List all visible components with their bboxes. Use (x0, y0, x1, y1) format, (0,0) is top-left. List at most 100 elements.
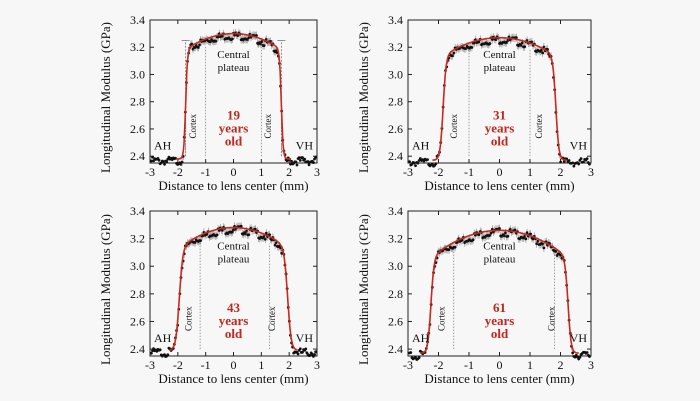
y-tick-label: 2.6 (388, 314, 403, 328)
data-point (529, 232, 533, 236)
data-point (197, 46, 200, 49)
vh-label: VH (296, 331, 314, 345)
y-tick-label: 3.0 (130, 67, 145, 81)
data-point (542, 45, 546, 49)
data-point (231, 37, 234, 41)
x-tick-label: 0 (231, 165, 237, 179)
fit-curve (432, 36, 567, 161)
x-tick-label: 3 (588, 165, 594, 179)
x-tick-label: 1 (258, 165, 264, 179)
data-point (489, 231, 493, 235)
data-point (416, 161, 420, 165)
data-point (259, 42, 263, 46)
data-point (523, 235, 527, 238)
data-point (426, 158, 429, 162)
x-tick-label: 3 (314, 165, 320, 179)
y-tick-label: 2.8 (130, 287, 145, 301)
x-axis-label: Distance to lens center (mm) (424, 371, 574, 386)
data-point (508, 227, 512, 231)
data-point (576, 355, 579, 359)
cortex-label-left: Cortex (188, 113, 198, 138)
fit-curve (420, 229, 579, 354)
age-label: 31 (493, 107, 506, 122)
data-point (280, 251, 284, 255)
data-point (215, 233, 219, 237)
data-point (273, 243, 277, 247)
data-point (504, 231, 507, 235)
data-point (152, 159, 155, 163)
data-point (198, 43, 201, 47)
data-point (513, 228, 517, 232)
data-point (412, 161, 416, 165)
x-tick-label: 3 (314, 358, 320, 372)
data-point (244, 232, 247, 236)
chart-panel-1: -3 -2 -1 0 1 2 3 2.4 2.6 2.8 3.0 3.2 3.4 Distance to … (98, 13, 320, 193)
data-point (306, 160, 310, 163)
data-point (157, 158, 161, 162)
y-tick-label: 2.8 (130, 95, 145, 109)
y-tick-label: 2.4 (388, 342, 403, 356)
age-label: old (491, 133, 509, 148)
data-point (149, 159, 153, 163)
plateau-label: Central (217, 49, 249, 61)
x-tick-label: 0 (497, 165, 503, 179)
data-point (542, 246, 546, 250)
y-tick-label: 3.0 (130, 259, 145, 273)
ah-label: AH (412, 138, 430, 152)
plateau-label: plateau (218, 62, 250, 74)
data-point (298, 158, 302, 162)
data-point (308, 353, 312, 357)
data-point (571, 351, 575, 355)
data-point (470, 46, 474, 49)
data-point (209, 40, 212, 44)
data-point (255, 34, 258, 37)
ah-label: AH (154, 138, 172, 152)
data-point (239, 224, 243, 228)
data-point (262, 44, 266, 48)
x-tick-label: 0 (497, 358, 503, 372)
y-tick-label: 3.2 (388, 40, 403, 54)
data-point (559, 160, 563, 164)
data-point (313, 353, 316, 356)
y-axis-label: Longitudinal Modulus (GPa) (356, 214, 371, 365)
data-point (567, 159, 571, 162)
data-point (298, 347, 302, 351)
y-tick-label: 3.2 (130, 40, 145, 54)
data-point (525, 231, 529, 235)
y-tick-label: 2.6 (130, 122, 145, 136)
chart-panel-4: -3 -2 -1 0 1 2 3 2.4 2.6 2.8 3.0 3.2 3.4 Distance to … (356, 204, 594, 386)
plateau-label: Central (483, 241, 515, 253)
data-point (417, 356, 421, 360)
cortex-label-left: Cortex (437, 306, 447, 331)
data-point (199, 239, 203, 243)
data-point (262, 235, 266, 238)
data-point (541, 51, 545, 55)
data-point (295, 163, 299, 167)
data-point (488, 42, 492, 45)
plateau-label: plateau (484, 254, 516, 266)
data-point (541, 242, 545, 246)
y-tick-label: 3.4 (388, 204, 403, 218)
x-tick-label: -2 (173, 165, 183, 179)
x-tick-label: 2 (558, 358, 564, 372)
fit-curve (175, 32, 292, 160)
data-point (149, 351, 153, 355)
data-point (268, 233, 272, 237)
data-point (531, 237, 535, 241)
y-tick-label: 2.4 (130, 342, 145, 356)
data-point (289, 162, 292, 166)
data-point (588, 355, 591, 358)
cortex-label-right: Cortex (263, 113, 273, 138)
data-point (418, 157, 422, 160)
data-point (536, 239, 540, 243)
data-point (151, 155, 154, 159)
age-label: 61 (493, 300, 506, 315)
vh-label: VH (570, 138, 588, 152)
age-label: years (485, 120, 515, 135)
age-label: 19 (227, 107, 241, 122)
cortex-label-left: Cortex (184, 306, 194, 331)
data-point (520, 41, 524, 45)
x-tick-label: -1 (201, 358, 211, 372)
age-label: years (485, 313, 515, 328)
x-tick-label: 1 (258, 358, 264, 372)
